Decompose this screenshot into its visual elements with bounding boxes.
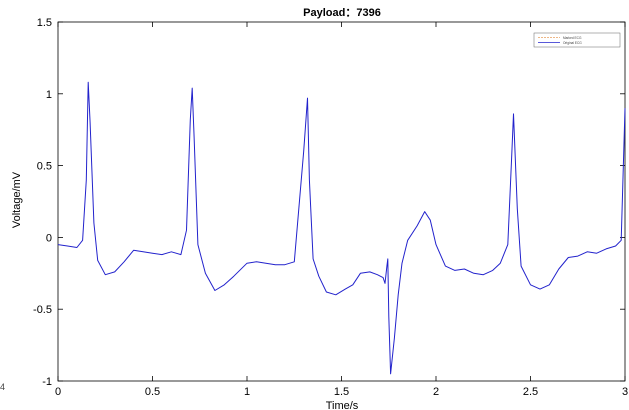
axis-ticks: 0 0.5 1 1.5 2 2.5 3 -1 -0.5 0 0.5 1 1.5 <box>33 17 628 398</box>
plot-border <box>57 21 626 382</box>
x-tick-label: 0 <box>55 386 61 398</box>
plot-area <box>57 21 626 382</box>
chart-title: Payload：7396 <box>303 7 381 19</box>
y-tick-label: -1 <box>42 376 52 388</box>
y-tick-label: 1.5 <box>37 17 52 29</box>
legend-label-original: Original ECG <box>563 41 582 45</box>
legend: Marked ECG Original ECG <box>533 32 621 48</box>
y-tick-label: 0.5 <box>37 161 52 173</box>
x-tick-label: 1.5 <box>334 386 349 398</box>
y-tick-label: 0 <box>46 232 52 244</box>
left-edge-fragment: 4 <box>0 382 5 392</box>
x-tick-label: 1 <box>244 386 250 398</box>
y-axis-label: Voltage/mV <box>11 171 23 228</box>
legend-label-marked: Marked ECG <box>563 36 582 40</box>
legend-box <box>533 32 621 48</box>
series-line-original-ecg <box>57 81 626 375</box>
x-tick-label: 0.5 <box>145 386 160 398</box>
x-tick-label: 2 <box>433 386 439 398</box>
x-tick-label: 3 <box>622 386 628 398</box>
x-tick-label: 2.5 <box>523 386 538 398</box>
x-axis-label: Time/s <box>326 400 359 410</box>
y-tick-label: 1 <box>46 89 52 101</box>
series-layer <box>57 81 626 375</box>
y-tick-label: -0.5 <box>33 304 52 316</box>
